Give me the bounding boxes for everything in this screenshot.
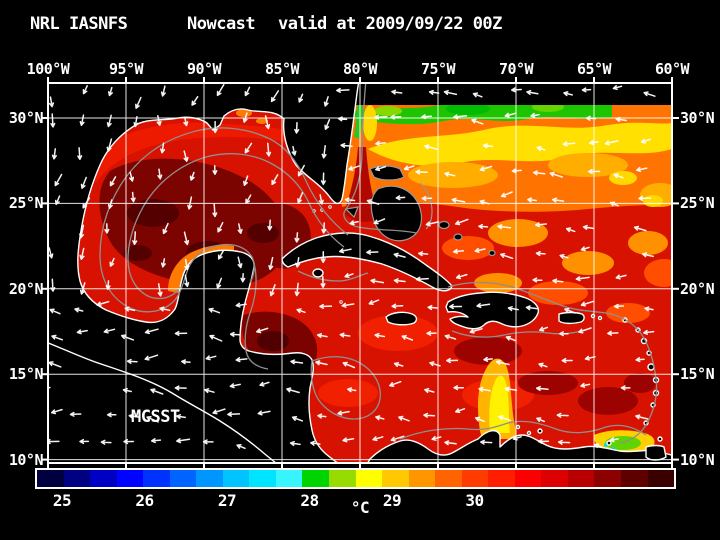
colorbar-cell — [541, 470, 568, 487]
lat-label-left: 30°N — [8, 109, 44, 127]
wind-vectors — [48, 83, 656, 450]
colorbar-tick: 27 — [217, 491, 237, 510]
map-field — [48, 83, 672, 463]
title-model: NRL IASNFS — [30, 14, 128, 34]
colorbar-cell — [169, 470, 197, 487]
colorbar-cell — [408, 470, 436, 487]
colorbar-cell — [63, 470, 91, 487]
colorbar — [35, 468, 676, 489]
pacific-outside-domain — [48, 342, 276, 463]
lat-label-left: 15°N — [8, 365, 44, 384]
colorbar-cell — [302, 470, 330, 487]
colorbar-cell — [594, 470, 622, 487]
lon-label: 60°W — [654, 60, 690, 78]
colorbar-cell — [647, 470, 675, 487]
colorbar-cell — [196, 470, 223, 487]
lon-label: 100°W — [26, 60, 70, 78]
lat-label-right: 15°N — [680, 365, 715, 384]
lat-label-right: 20°N — [680, 279, 715, 298]
land-trinidad — [645, 444, 667, 461]
title-product: Nowcast — [187, 14, 256, 34]
colorbar-cell — [90, 470, 117, 487]
colorbar-cell — [567, 470, 595, 487]
colorbar-cell — [435, 470, 462, 487]
colorbar-cell — [621, 470, 648, 487]
colorbar-tick: 25 — [52, 491, 72, 510]
colorbar-cell — [329, 470, 356, 487]
lat-label-right: 30°N — [680, 109, 715, 127]
colorbar-tick: 30 — [465, 491, 484, 510]
colorbar-cell — [222, 470, 250, 487]
colorbar-units: °C — [350, 498, 370, 517]
colorbar-cell — [355, 470, 383, 487]
colorbar-tick: 28 — [300, 491, 319, 510]
overlay-label-mcsst: MCSST — [131, 407, 180, 427]
lon-label: 65°W — [576, 60, 612, 78]
title-valid: valid at 2009/09/22 00Z — [278, 14, 502, 34]
lat-label-left: 25°N — [8, 194, 44, 213]
ocean-contours — [99, 83, 658, 444]
lon-label: 70°W — [498, 60, 534, 78]
land-puerto-rico — [558, 311, 585, 325]
lon-label: 80°W — [342, 60, 378, 78]
colorbar-cell — [382, 470, 409, 487]
lat-label-right: 25°N — [680, 194, 715, 213]
colorbar-cell — [249, 470, 276, 487]
land-jamaica — [385, 311, 418, 326]
no-data-band — [342, 83, 672, 105]
colorbar-cell — [488, 470, 515, 487]
land-hispaniola — [445, 291, 540, 330]
lon-label: 75°W — [420, 60, 456, 78]
colorbar-cell — [275, 470, 303, 487]
colorbar-cell — [461, 470, 489, 487]
colorbar-cell — [514, 470, 542, 487]
land-south-america — [366, 429, 672, 463]
lon-label: 95°W — [108, 60, 144, 78]
lon-label: 90°W — [186, 60, 222, 78]
colorbar-tick: 26 — [135, 491, 154, 510]
map-canvas — [41, 77, 679, 469]
colorbar-tick: 29 — [382, 491, 402, 510]
land-isle-of-youth — [312, 268, 324, 278]
colorbar-cell — [143, 470, 170, 487]
lon-label: 85°W — [264, 60, 300, 78]
graticule — [48, 83, 672, 463]
land-cuba — [281, 232, 453, 292]
colorbar-cell — [37, 470, 64, 487]
lat-label-right: 10°N — [680, 450, 715, 469]
colorbar-cell — [116, 470, 144, 487]
lat-label-left: 10°N — [8, 450, 44, 469]
lat-label-left: 20°N — [8, 279, 44, 298]
